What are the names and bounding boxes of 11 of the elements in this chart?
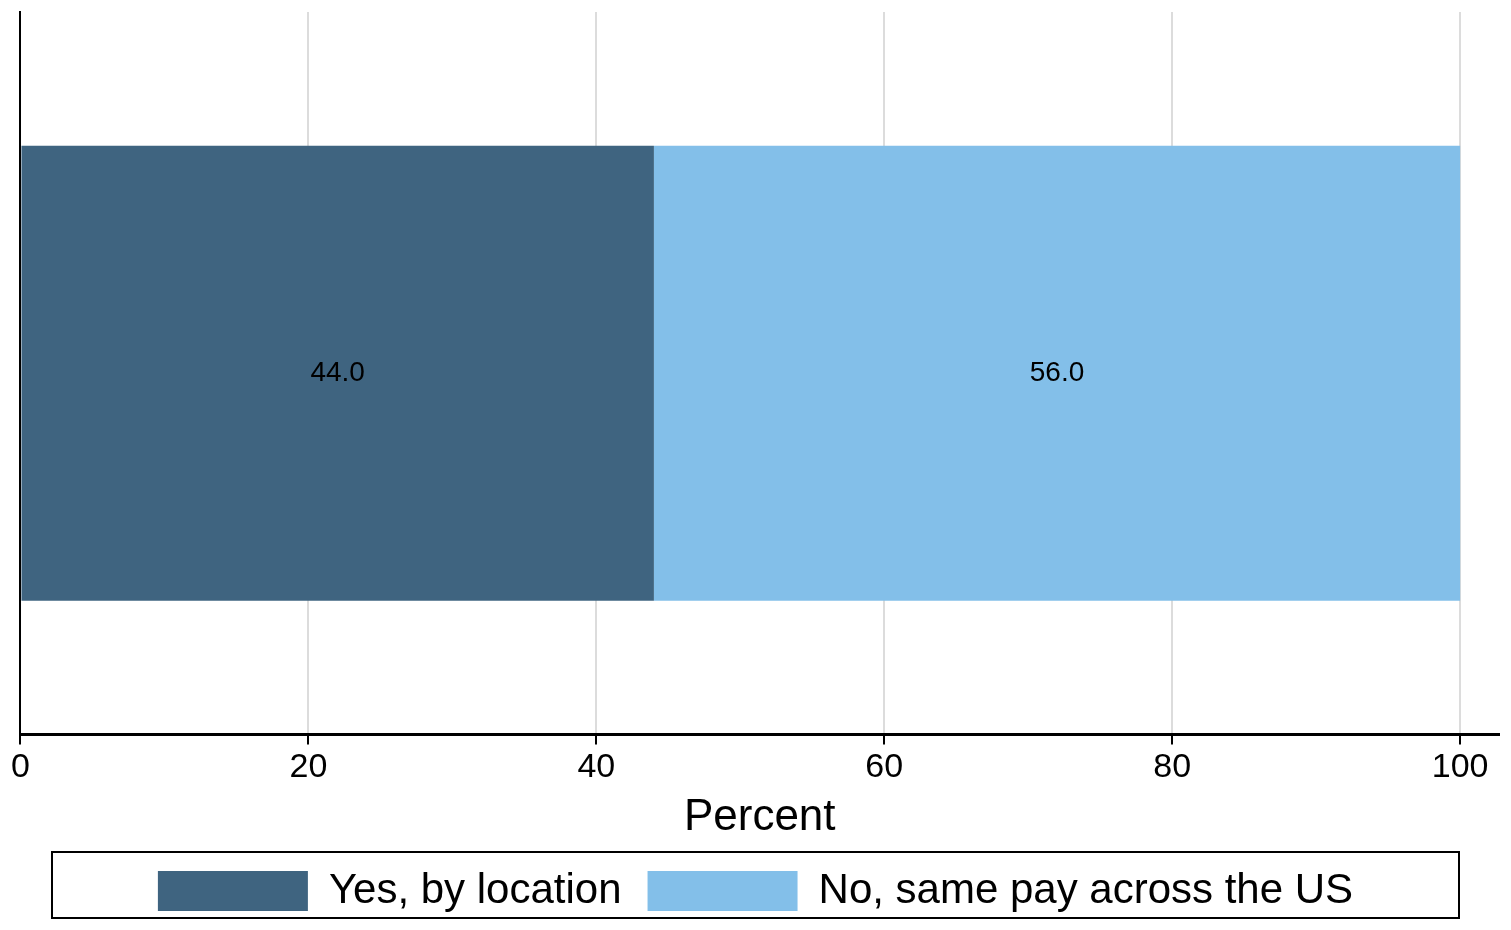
x-tick-label: 40	[577, 746, 616, 785]
x-tick-label: 100	[1431, 746, 1489, 785]
data-label: 56.0	[1029, 355, 1085, 387]
x-tick-label: 0	[10, 746, 30, 785]
x-tick-label: 80	[1153, 746, 1192, 785]
data-label: 44.0	[310, 355, 365, 387]
legend-label: No, same pay across the US	[818, 864, 1354, 912]
x-tick-label: 60	[865, 746, 904, 785]
legend-label: Yes, by location	[328, 864, 622, 912]
x-axis-title: Percent	[683, 789, 836, 839]
x-tick-label: 20	[289, 746, 328, 785]
